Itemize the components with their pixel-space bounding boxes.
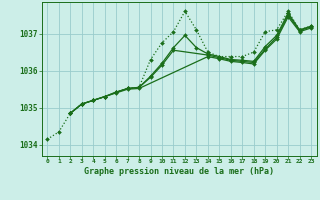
X-axis label: Graphe pression niveau de la mer (hPa): Graphe pression niveau de la mer (hPa) xyxy=(84,167,274,176)
